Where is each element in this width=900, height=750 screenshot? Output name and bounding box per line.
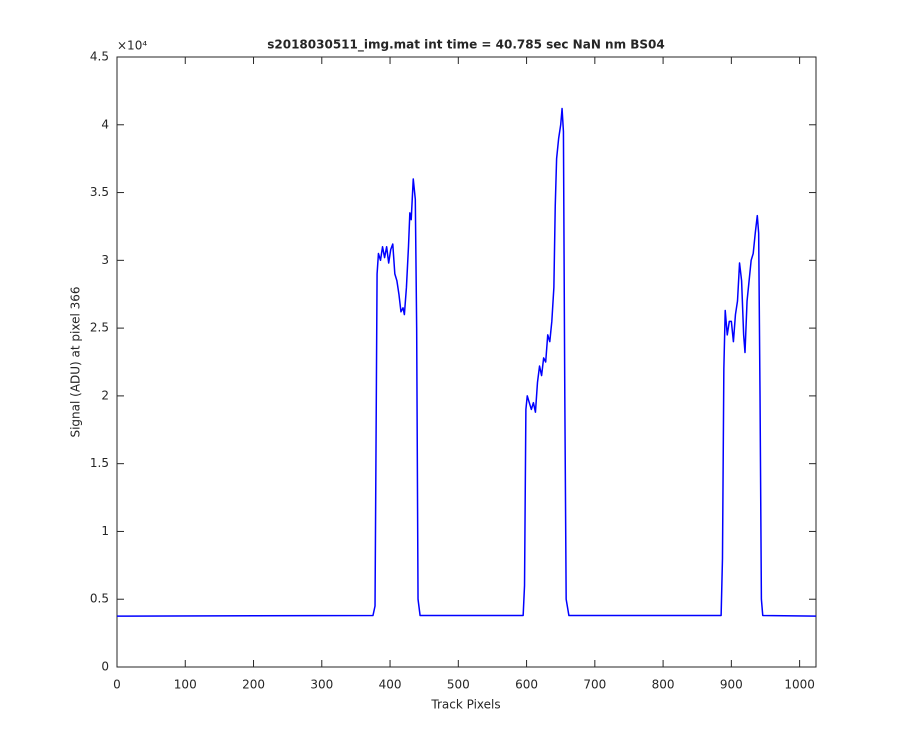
x-tick-label: 500: [447, 678, 470, 692]
chart-title: s2018030511_img.mat int time = 40.785 se…: [267, 38, 665, 53]
y-axis-label: Signal (ADU) at pixel 366: [69, 286, 83, 437]
x-tick-label: 300: [310, 678, 333, 692]
y-tick-label: 2: [101, 388, 109, 402]
data-line: [116, 107, 817, 617]
x-tick-label: 600: [515, 678, 538, 692]
y-tick-label: 2.5: [90, 321, 109, 335]
x-tick-label: 400: [379, 678, 402, 692]
x-tick-label: 700: [583, 678, 606, 692]
y-tick-label: 4: [101, 117, 109, 131]
x-tick-label: 900: [720, 678, 743, 692]
y-tick-label: 1.5: [90, 456, 109, 470]
y-tick-label: 0: [101, 660, 109, 674]
y-tick-label: 4.5: [90, 50, 109, 64]
x-tick-label: 0: [113, 678, 121, 692]
x-tick-label: 800: [652, 678, 675, 692]
axes-box: [116, 56, 817, 668]
y-multiplier: ×10⁴: [117, 39, 147, 53]
x-axis-label: Track Pixels: [430, 698, 500, 712]
x-tick-label: 100: [174, 678, 197, 692]
x-tick-label: 200: [242, 678, 265, 692]
y-tick-label: 0.5: [90, 592, 109, 606]
y-tick-label: 3: [101, 253, 109, 267]
y-tick-label: 3.5: [90, 185, 109, 199]
y-tick-label: 1: [101, 524, 109, 538]
x-tick-label: 1000: [784, 678, 815, 692]
